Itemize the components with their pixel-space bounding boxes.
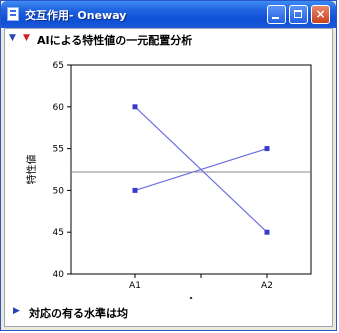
y-tick-label: 60 — [53, 103, 65, 113]
y-tick-label: 45 — [53, 228, 64, 238]
y-tick-label: 55 — [53, 145, 64, 155]
x-tick-label: A2 — [261, 281, 273, 291]
series-line-2 — [134, 148, 268, 191]
data-point[interactable] — [132, 187, 138, 193]
y-axis-label: 特性値 — [25, 155, 38, 185]
plot-frame — [70, 64, 312, 275]
connecting-letters-section[interactable]: ▶ 対応の有る水準は均 — [5, 300, 332, 327]
connecting-letters-label: 対応の有る水準は均 — [29, 307, 128, 320]
y-tick-label: 65 — [53, 61, 64, 71]
disclosure-open-icon[interactable]: ▼ — [9, 33, 16, 43]
window-title: 交互作用- Oneway — [25, 9, 127, 22]
maximize-button[interactable] — [289, 5, 308, 24]
close-icon: × — [315, 7, 326, 21]
report-panel: ▼ ▼ AIによる特性値の一元配置分析 40 45 50 55 60 65 A1 A2 特性… — [4, 28, 333, 327]
data-point[interactable] — [264, 146, 270, 152]
x-tick-label: A1 — [129, 281, 141, 291]
report-title: AIによる特性値の一元配置分析 — [37, 34, 193, 47]
disclosure-closed-icon[interactable]: ▶ — [13, 306, 20, 316]
x-axis-label: A — [188, 296, 195, 299]
report-header: ▼ ▼ AIによる特性値の一元配置分析 — [5, 29, 332, 49]
data-point[interactable] — [132, 104, 138, 110]
y-tick-label: 50 — [53, 186, 65, 196]
y-tick-label: 40 — [53, 270, 65, 280]
red-triangle-menu-icon[interactable]: ▼ — [23, 33, 30, 43]
data-point[interactable] — [264, 229, 270, 235]
interaction-chart: 40 45 50 55 60 65 A1 A2 特性値 A — [25, 61, 312, 299]
title-bar[interactable]: 交互作用- Oneway × — [1, 1, 336, 28]
minimize-button[interactable] — [267, 5, 286, 24]
close-button[interactable]: × — [311, 5, 330, 24]
app-icon[interactable] — [7, 7, 19, 21]
